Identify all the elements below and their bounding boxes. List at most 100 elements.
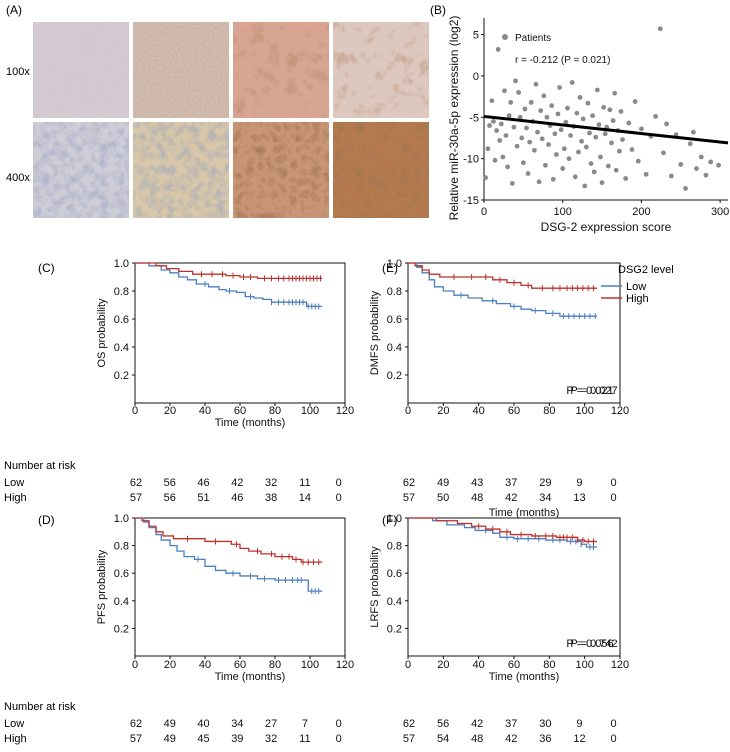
x-tick-label: 120: [336, 659, 354, 671]
x-tick-label: 80: [543, 405, 555, 417]
data-point: [491, 119, 496, 124]
risk-count-low: 40: [197, 718, 209, 730]
risk-count-low: 62: [403, 477, 415, 489]
data-point: [690, 129, 696, 135]
risk-count-high: 45: [197, 733, 209, 745]
data-point: [569, 80, 575, 85]
risk-count-high: 56: [164, 492, 176, 504]
data-point: [535, 129, 540, 135]
data-point: [616, 148, 622, 154]
data-point: [598, 154, 603, 160]
risk-count-low: 42: [471, 718, 483, 730]
data-point: [661, 150, 666, 156]
risk-count-high: 36: [539, 733, 551, 745]
risk-count-high: 0: [336, 733, 342, 745]
y-axis-label: PFS probability: [96, 549, 108, 624]
data-point: [542, 162, 548, 168]
data-point: [489, 98, 495, 104]
y-tick-label: 1.0: [114, 258, 129, 270]
risk-count-high: 57: [130, 733, 142, 745]
data-point: [577, 95, 583, 100]
risk-count-low: 62: [130, 477, 142, 489]
data-point: [502, 88, 507, 94]
data-point: [585, 100, 591, 106]
plot-frame: [134, 517, 346, 657]
y-tick-label: -10: [463, 154, 479, 166]
risk-count-low: 9: [576, 477, 582, 489]
risk-count-high: 49: [164, 733, 176, 745]
data-point: [708, 159, 714, 165]
x-tick-label: 0: [132, 659, 138, 671]
risk-row-label-high-top: High: [4, 492, 27, 504]
data-point: [561, 146, 567, 152]
data-point: [525, 171, 531, 176]
data-point: [527, 139, 533, 145]
x-tick-label: 80: [269, 659, 281, 671]
risk-count-low: 56: [437, 718, 449, 730]
risk-count-low: 37: [505, 477, 517, 489]
risk-count-high: 38: [265, 492, 277, 504]
risk-count-high: 32: [265, 733, 277, 745]
risk-table-title-bottom: Number at risk: [4, 701, 76, 713]
y-tick-label: 0.2: [387, 623, 402, 635]
y-tick-label: 0.4: [387, 596, 402, 608]
data-point: [549, 103, 555, 109]
risk-row-label-high-bottom: High: [4, 733, 27, 745]
data-point: [610, 118, 616, 123]
risk-count-low: 29: [539, 477, 551, 489]
data-point: [579, 138, 584, 144]
risk-row-label-low-bottom: Low: [4, 718, 24, 730]
data-point: [643, 171, 649, 177]
data-point: [623, 176, 629, 181]
x-tick-label: 60: [234, 405, 246, 417]
x-tick-label: 0: [481, 206, 487, 218]
data-point: [580, 116, 586, 122]
risk-count-low: 0: [611, 477, 617, 489]
risk-count-high: 11: [299, 733, 310, 745]
risk-count-low: 42: [231, 477, 243, 489]
panel-label-e: (E): [382, 261, 398, 275]
histology-image-3: [233, 22, 329, 118]
data-point: [668, 173, 674, 179]
histology-grid: [33, 22, 429, 218]
risk-count-low: 11: [299, 477, 310, 489]
risk-count-low: 34: [231, 718, 243, 730]
data-point: [607, 107, 613, 113]
y-axis-label: Relative miR-30a-5p expression (log2): [447, 16, 461, 221]
y-tick-label: 0.2: [114, 623, 129, 635]
data-point: [629, 147, 635, 152]
data-point: [528, 99, 534, 105]
data-point: [605, 163, 611, 169]
risk-count-low: 9: [576, 718, 582, 730]
y-tick-label: 0.4: [114, 342, 129, 354]
data-point: [487, 123, 492, 128]
x-tick-label: 20: [437, 659, 449, 671]
x-axis-label: Time (months): [215, 671, 286, 683]
km-curve-low: [408, 517, 598, 548]
risk-count-high: 34: [539, 492, 551, 504]
y-axis-label: OS probability: [96, 298, 108, 368]
data-point: [495, 47, 501, 52]
data-point: [533, 81, 539, 87]
legend-label: Patients: [515, 33, 551, 44]
data-point: [522, 106, 528, 112]
data-point: [513, 78, 518, 84]
risk-table-title-top: Number at risk: [4, 460, 76, 472]
x-tick-label: 0: [132, 405, 138, 417]
risk-count-high: 42: [505, 492, 517, 504]
y-tick-label: 0.6: [387, 568, 402, 580]
risk-count-high: 51: [197, 492, 209, 504]
panel-label-f: (F): [382, 513, 397, 527]
y-tick-label: 0.8: [114, 286, 129, 298]
data-point: [698, 154, 704, 160]
y-tick-label: 0: [473, 71, 479, 83]
x-tick-label: 100: [554, 206, 572, 218]
data-point: [550, 176, 556, 182]
data-point: [541, 93, 547, 99]
histology-image-1: [33, 22, 129, 118]
data-point: [594, 87, 600, 93]
data-point: [587, 130, 592, 136]
